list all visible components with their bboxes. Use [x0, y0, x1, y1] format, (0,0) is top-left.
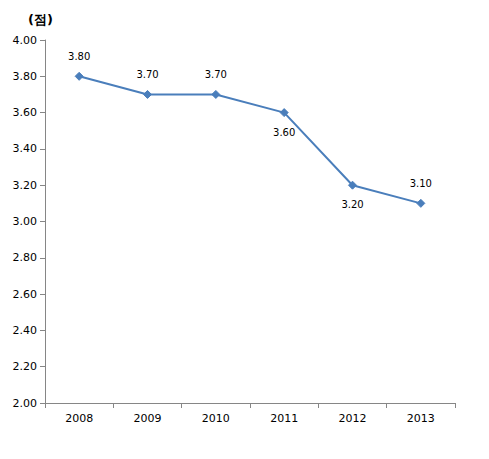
svg-text:2.60: 2.60: [13, 288, 38, 301]
svg-text:3.80: 3.80: [13, 70, 38, 83]
svg-text:3.60: 3.60: [273, 127, 295, 138]
svg-text:2008: 2008: [65, 412, 93, 425]
svg-text:3.80: 3.80: [68, 51, 90, 62]
svg-text:3.10: 3.10: [410, 178, 432, 189]
svg-text:2009: 2009: [134, 412, 162, 425]
svg-text:3.20: 3.20: [341, 199, 363, 210]
svg-text:3.20: 3.20: [13, 179, 38, 192]
svg-text:2.20: 2.20: [13, 360, 38, 373]
svg-text:2.80: 2.80: [13, 251, 38, 264]
svg-text:4.00: 4.00: [13, 34, 38, 47]
svg-text:2012: 2012: [339, 412, 367, 425]
svg-text:(점): (점): [28, 12, 53, 27]
svg-text:3.60: 3.60: [13, 106, 38, 119]
svg-text:2013: 2013: [407, 412, 435, 425]
svg-text:3.70: 3.70: [205, 69, 227, 80]
svg-text:3.70: 3.70: [136, 69, 158, 80]
svg-text:2.00: 2.00: [13, 397, 38, 410]
svg-text:2.40: 2.40: [13, 324, 38, 337]
svg-text:2010: 2010: [202, 412, 230, 425]
svg-text:2011: 2011: [270, 412, 298, 425]
svg-text:3.00: 3.00: [13, 215, 38, 228]
svg-text:3.40: 3.40: [13, 142, 38, 155]
